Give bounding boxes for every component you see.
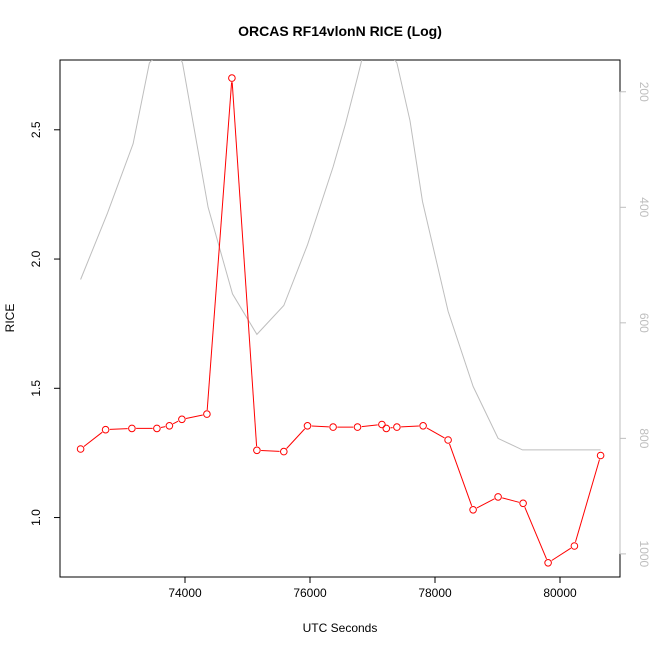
series-primary-point [128,424,136,433]
series-primary-segment [502,497,520,503]
series-primary-point [228,74,236,82]
series-primary-segment [109,428,128,430]
series-primary-segment [575,459,600,543]
x-tick-label: 78000 [418,586,452,600]
y2-tick-label: 1000 [637,541,650,568]
series-primary-point [570,542,579,550]
plot-frame [59,59,621,578]
series-primary-segment [524,507,547,560]
series-primary-segment [361,424,378,428]
series-primary-point [203,410,211,418]
series-primary-point [544,559,552,567]
series-primary-point [382,424,391,433]
series-primary-segment [206,82,233,411]
series-primary-segment [449,443,473,506]
series-primary-point [165,422,174,430]
series-primary-segment [426,427,445,439]
series-primary-point [494,493,502,501]
series-primary-point [178,415,186,424]
series-primary-group [76,74,605,567]
x-tick-label: 80000 [543,586,577,600]
y2-tick-label: 400 [637,197,650,217]
series-primary-segment [401,425,419,428]
x-axis: 74000 76000 78000 80000 [168,576,577,600]
series-primary-point [76,445,85,453]
series-primary-point [101,425,110,434]
series-primary-segment [231,82,258,447]
series-primary-point [280,447,288,456]
series-primary-segment [551,547,572,561]
series-primary-segment [83,431,103,447]
y-axis-right: 200 400 600 800 1000 [619,82,650,568]
y2-tick-label: 600 [637,313,650,333]
series-primary-point [378,420,386,429]
series-primary-segment [286,428,306,449]
series-secondary-line [80,60,601,451]
series-primary-point [469,506,477,514]
y2-tick-label: 800 [637,428,650,448]
series-primary-point [329,423,337,431]
series-primary-point [444,436,452,444]
chart-title: ORCAS RF14vlonN RICE (Log) [238,23,442,39]
series-primary-segment [261,450,280,452]
series-primary-segment [476,498,495,509]
series-primary-segment [311,425,329,428]
series-primary-point [153,424,161,433]
series-primary-point [519,499,527,508]
series-primary-segment [160,426,166,428]
series-primary-segment [172,420,179,425]
series-primary-point [596,451,605,460]
y-tick-label: 2.5 [29,121,43,138]
y-axis-label: RICE [3,304,17,333]
series-primary-point [253,446,261,455]
x-axis-label: UTC Seconds [303,621,378,635]
y-tick-label: 1.5 [29,380,43,397]
y2-tick-label: 200 [637,82,650,102]
y-tick-label: 2.0 [29,250,43,267]
series-primary-segment [185,414,203,419]
series-primary-point [419,422,427,430]
y-axis-left: 1.0 1.5 2.0 2.5 [29,121,61,526]
series-secondary-line-group [80,60,601,451]
series-primary-point [303,422,312,430]
y-tick-label: 1.0 [29,509,43,526]
series-primary-point [393,423,401,431]
x-tick-label: 76000 [293,586,327,600]
x-tick-label: 74000 [168,586,202,600]
series-primary-point [353,423,362,431]
